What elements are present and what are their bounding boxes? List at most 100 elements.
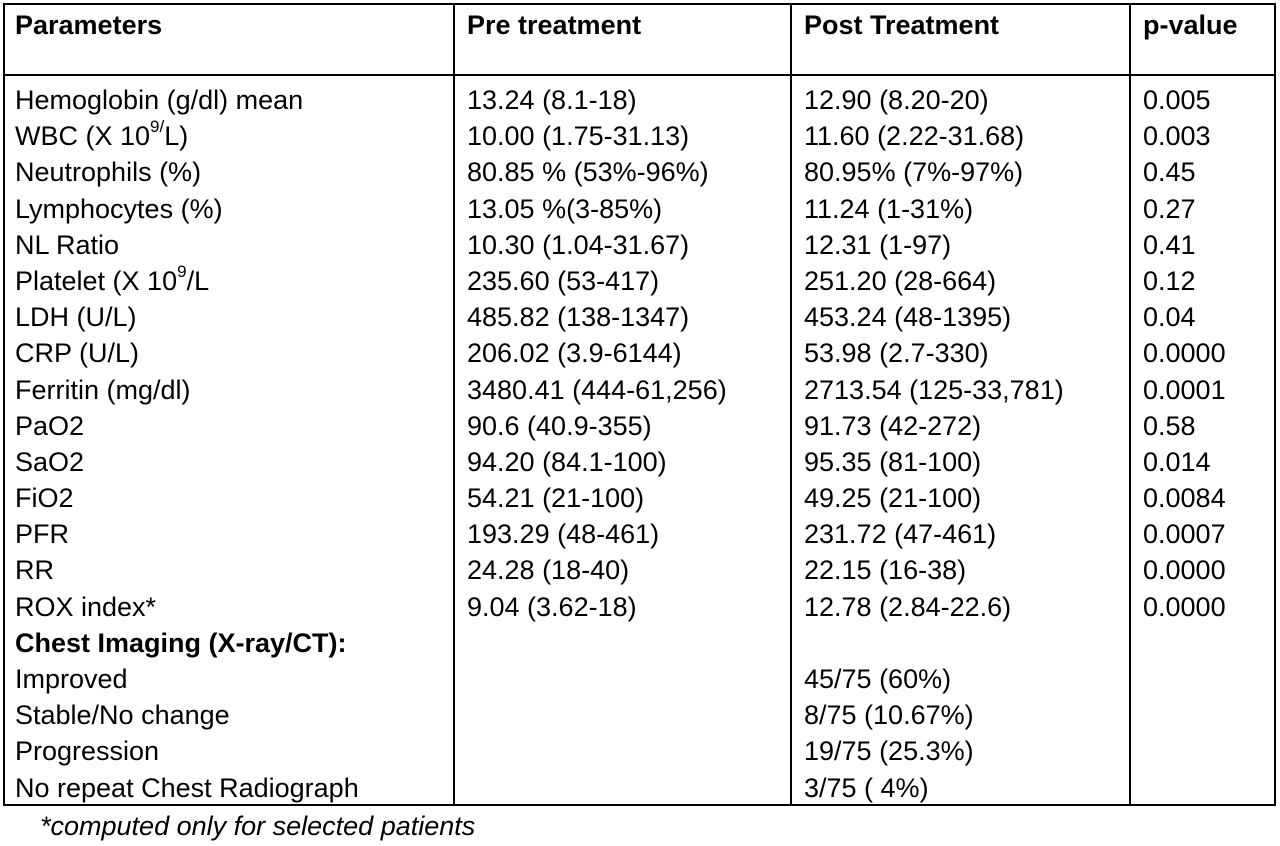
param-cell: Neutrophils (%) [15,157,202,188]
header-divider [5,74,1274,76]
pre-cell: 206.02 (3.9-6144) [467,338,682,369]
param-cell: RR [15,555,54,586]
param-cell: NL Ratio [15,229,120,260]
post-cell: 11.60 (2.22-31.68) [804,121,1025,152]
pre-cell: 9.04 (3.62-18) [467,591,637,622]
param-text: /L [186,265,210,296]
table-row: ROX index* 9.04 (3.62-18) 12.78 (2.84-22… [5,589,1274,625]
pre-cell: 485.82 (138-1347) [467,302,690,333]
table-row: No repeat Chest Radiograph 3/75 ( 4%) [5,770,1274,806]
post-cell: 251.20 (28-664) [804,265,997,296]
param-cell: Improved [15,664,128,694]
table-row: Progression 19/75 (25.3%) [5,733,1274,769]
p-cell: 0.45 [1143,157,1196,188]
param-cell: SaO2 [15,446,85,477]
param-cell: FiO2 [15,483,74,514]
post-cell: 12.90 (8.20-20) [804,85,989,115]
results-table: Parameters Pre treatment Post Treatment … [3,3,1276,806]
post-cell: 45/75 (60%) [804,664,952,694]
post-cell: 2713.54 (125-33,781) [804,374,1064,405]
header-post-treatment: Post Treatment [804,10,1000,40]
table-row: Lymphocytes (%) 13.05 %(3-85%) 11.24 (1-… [5,191,1274,227]
post-cell: 19/75 (25.3%) [804,736,974,767]
post-cell: 11.24 (1-31%) [804,193,974,224]
table-body: Hemoglobin (g/dl) mean 13.24 (8.1-18) 12… [5,82,1274,806]
header-parameters: Parameters [15,10,163,40]
param-cell: Lymphocytes (%) [15,193,223,224]
p-cell: 0.0084 [1143,483,1226,514]
table-row: Chest Imaging (X-ray/CT): [5,625,1274,661]
param-text: WBC (X 10 [15,121,151,152]
post-cell: 91.73 (42-272) [804,410,982,441]
p-cell: 0.58 [1143,410,1196,441]
table-row: Hemoglobin (g/dl) mean 13.24 (8.1-18) 12… [5,82,1274,118]
post-cell: 12.78 (2.84-22.6) [804,591,1012,622]
section-heading-chest-imaging: Chest Imaging (X-ray/CT): [15,627,347,658]
pre-cell: 235.60 (53-417) [467,265,660,296]
table-row: FiO2 54.21 (21-100) 49.25 (21-100) 0.008… [5,480,1274,516]
p-cell: 0.0007 [1143,519,1226,550]
table-row: Improved 45/75 (60%) [5,661,1274,697]
p-cell: 0.12 [1143,265,1196,296]
column-divider [453,5,455,804]
param-cell: CRP (U/L) [15,338,140,369]
p-cell: 0.005 [1143,85,1211,115]
pre-cell: 90.6 (40.9-355) [467,410,652,441]
param-text: L) [164,121,189,152]
param-cell: No repeat Chest Radiograph [15,772,359,803]
p-cell: 0.04 [1143,302,1196,333]
post-cell: 95.35 (81-100) [804,446,982,477]
p-cell: 0.003 [1143,121,1211,152]
post-cell: 12.31 (1-97) [804,229,952,260]
param-text: Platelet (X 10 [15,265,178,296]
param-superscript: 9 [177,261,187,281]
post-cell: 53.98 (2.7-330) [804,338,989,369]
post-cell: 49.25 (21-100) [804,483,982,514]
pre-cell: 10.30 (1.04-31.67) [467,229,690,260]
p-cell: 0.41 [1143,229,1196,260]
param-cell: WBC (X 109/L) [15,118,188,154]
param-cell: Platelet (X 109/L [15,263,209,299]
table-row: Platelet (X 109/L 235.60 (53-417) 251.20… [5,263,1274,299]
table-row: CRP (U/L) 206.02 (3.9-6144) 53.98 (2.7-3… [5,335,1274,371]
param-cell: Progression [15,736,160,767]
p-cell: 0.27 [1143,193,1196,224]
param-cell: LDH (U/L) [15,302,137,333]
p-cell: 0.0000 [1143,555,1226,586]
param-cell: PaO2 [15,410,85,441]
post-cell: 231.72 (47-461) [804,519,997,550]
param-cell: Ferritin (mg/dl) [15,374,191,405]
pre-cell: 13.24 (8.1-18) [467,85,637,115]
table-row: Ferritin (mg/dl) 3480.41 (444-61,256) 27… [5,372,1274,408]
p-cell: 0.0001 [1143,374,1226,405]
table-row: WBC (X 109/L) 10.00 (1.75-31.13) 11.60 (… [5,118,1274,154]
post-cell: 453.24 (48-1395) [804,302,1012,333]
pre-cell: 3480.41 (444-61,256) [467,374,727,405]
post-cell: 8/75 (10.67%) [804,700,974,731]
p-cell: 0.014 [1143,446,1211,477]
param-cell: Hemoglobin (g/dl) mean [15,85,304,115]
pre-cell: 54.21 (21-100) [467,483,645,514]
pre-cell: 94.20 (84.1-100) [467,446,667,477]
pre-cell: 13.05 %(3-85%) [467,193,663,224]
header-pre-treatment: Pre treatment [467,10,642,40]
pre-cell: 24.28 (18-40) [467,555,630,586]
table-row: LDH (U/L) 485.82 (138-1347) 453.24 (48-1… [5,299,1274,335]
pre-cell: 80.85 % (53%-96%) [467,157,709,188]
p-cell: 0.0000 [1143,338,1226,369]
column-divider [1129,5,1131,804]
table-row: Neutrophils (%) 80.85 % (53%-96%) 80.95%… [5,154,1274,190]
table-row: RR 24.28 (18-40) 22.15 (16-38) 0.0000 [5,552,1274,588]
post-cell: 80.95% (7%-97%) [804,157,1024,188]
param-superscript: 9/ [150,117,165,137]
header-p-value: p-value [1143,10,1238,40]
p-cell: 0.0000 [1143,591,1226,622]
pre-cell: 193.29 (48-461) [467,519,660,550]
param-cell: ROX index* [15,591,157,622]
table-row: NL Ratio 10.30 (1.04-31.67) 12.31 (1-97)… [5,227,1274,263]
table-row: Stable/No change 8/75 (10.67%) [5,697,1274,733]
table-row: PFR 193.29 (48-461) 231.72 (47-461) 0.00… [5,516,1274,552]
column-divider [790,5,792,804]
pre-cell: 10.00 (1.75-31.13) [467,121,690,152]
post-cell: 3/75 ( 4%) [804,772,929,803]
